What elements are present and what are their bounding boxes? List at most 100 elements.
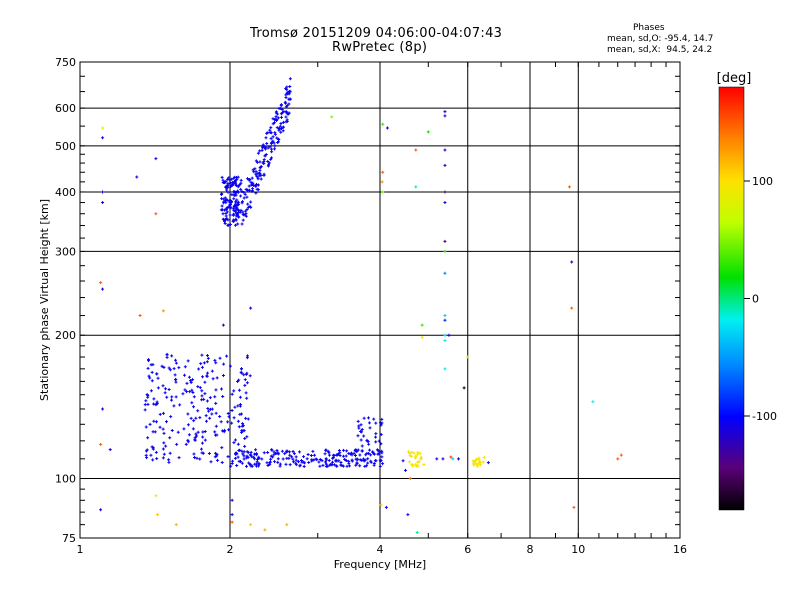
data-point bbox=[410, 450, 414, 454]
data-point bbox=[148, 422, 152, 426]
data-point bbox=[191, 427, 195, 431]
data-point bbox=[367, 416, 371, 420]
data-point bbox=[417, 460, 421, 464]
data-point bbox=[247, 184, 251, 188]
data-point bbox=[344, 458, 348, 462]
data-point bbox=[224, 179, 228, 183]
data-point bbox=[335, 453, 339, 457]
data-point bbox=[232, 441, 236, 445]
data-point bbox=[210, 369, 214, 373]
data-point bbox=[225, 177, 229, 181]
data-point bbox=[567, 185, 571, 189]
data-point bbox=[357, 424, 361, 428]
data-point bbox=[288, 85, 292, 89]
data-point bbox=[170, 398, 174, 402]
data-point bbox=[207, 452, 211, 456]
data-point bbox=[215, 458, 219, 462]
data-point bbox=[200, 389, 204, 393]
data-point bbox=[244, 416, 248, 420]
data-point bbox=[221, 395, 225, 399]
data-point bbox=[359, 438, 363, 442]
data-point bbox=[353, 453, 357, 457]
data-point bbox=[220, 192, 224, 196]
data-point bbox=[359, 423, 363, 427]
data-point bbox=[411, 463, 415, 467]
data-point bbox=[225, 198, 229, 202]
data-point bbox=[183, 373, 187, 377]
data-point bbox=[254, 191, 258, 195]
data-point bbox=[164, 444, 168, 448]
data-point bbox=[324, 457, 328, 461]
data-point bbox=[570, 260, 574, 264]
data-point bbox=[145, 392, 149, 396]
data-point bbox=[332, 454, 336, 458]
data-point bbox=[221, 208, 225, 212]
data-point bbox=[240, 449, 244, 453]
data-point bbox=[477, 462, 481, 466]
data-point bbox=[259, 165, 263, 169]
data-point bbox=[101, 190, 105, 194]
data-point bbox=[416, 460, 420, 464]
data-point bbox=[245, 435, 249, 439]
data-point bbox=[236, 222, 240, 226]
data-point bbox=[374, 421, 378, 425]
data-point bbox=[285, 118, 289, 122]
data-point bbox=[350, 458, 354, 462]
data-point bbox=[265, 141, 269, 145]
data-point bbox=[380, 417, 384, 421]
data-point bbox=[245, 208, 249, 212]
data-point bbox=[236, 190, 240, 194]
data-point bbox=[178, 403, 182, 407]
data-point bbox=[347, 459, 351, 463]
data-point bbox=[422, 463, 426, 467]
data-point bbox=[249, 306, 253, 310]
data-point bbox=[451, 457, 455, 461]
data-point bbox=[239, 367, 243, 371]
data-point bbox=[245, 450, 249, 454]
data-point bbox=[234, 217, 238, 221]
data-point bbox=[243, 383, 247, 387]
data-point bbox=[246, 417, 250, 421]
data-point bbox=[380, 449, 384, 453]
data-point bbox=[290, 455, 294, 459]
data-point bbox=[288, 453, 292, 457]
data-point bbox=[253, 457, 257, 461]
data-point bbox=[195, 434, 199, 438]
data-point bbox=[263, 145, 267, 149]
data-point bbox=[255, 174, 259, 178]
data-point bbox=[241, 200, 245, 204]
data-point bbox=[99, 508, 103, 512]
data-point bbox=[262, 173, 266, 177]
data-point bbox=[355, 461, 359, 465]
data-point bbox=[443, 148, 447, 152]
stats-o-mode: mean, sd,O: -95.4, 14.7 bbox=[607, 34, 714, 44]
data-point bbox=[172, 404, 176, 408]
data-point bbox=[374, 432, 378, 436]
data-point bbox=[294, 455, 298, 459]
data-point bbox=[263, 154, 267, 158]
data-point bbox=[381, 190, 385, 194]
data-point bbox=[227, 428, 231, 432]
data-point bbox=[327, 453, 331, 457]
data-point bbox=[380, 455, 384, 459]
data-point bbox=[285, 104, 289, 108]
data-point bbox=[377, 452, 381, 456]
data-point bbox=[153, 430, 157, 434]
data-point bbox=[475, 463, 479, 467]
data-point bbox=[198, 386, 202, 390]
data-point bbox=[288, 77, 292, 81]
data-point bbox=[158, 425, 162, 429]
data-point bbox=[231, 459, 235, 463]
data-point bbox=[186, 438, 190, 442]
data-point bbox=[154, 420, 158, 424]
data-point bbox=[205, 360, 209, 364]
data-point bbox=[239, 208, 243, 212]
data-point bbox=[236, 379, 240, 383]
data-point bbox=[222, 362, 226, 366]
data-point bbox=[242, 454, 246, 458]
data-point bbox=[369, 459, 373, 463]
data-point bbox=[269, 126, 273, 130]
data-point bbox=[378, 450, 382, 454]
data-point bbox=[330, 115, 334, 119]
data-point bbox=[245, 464, 249, 468]
